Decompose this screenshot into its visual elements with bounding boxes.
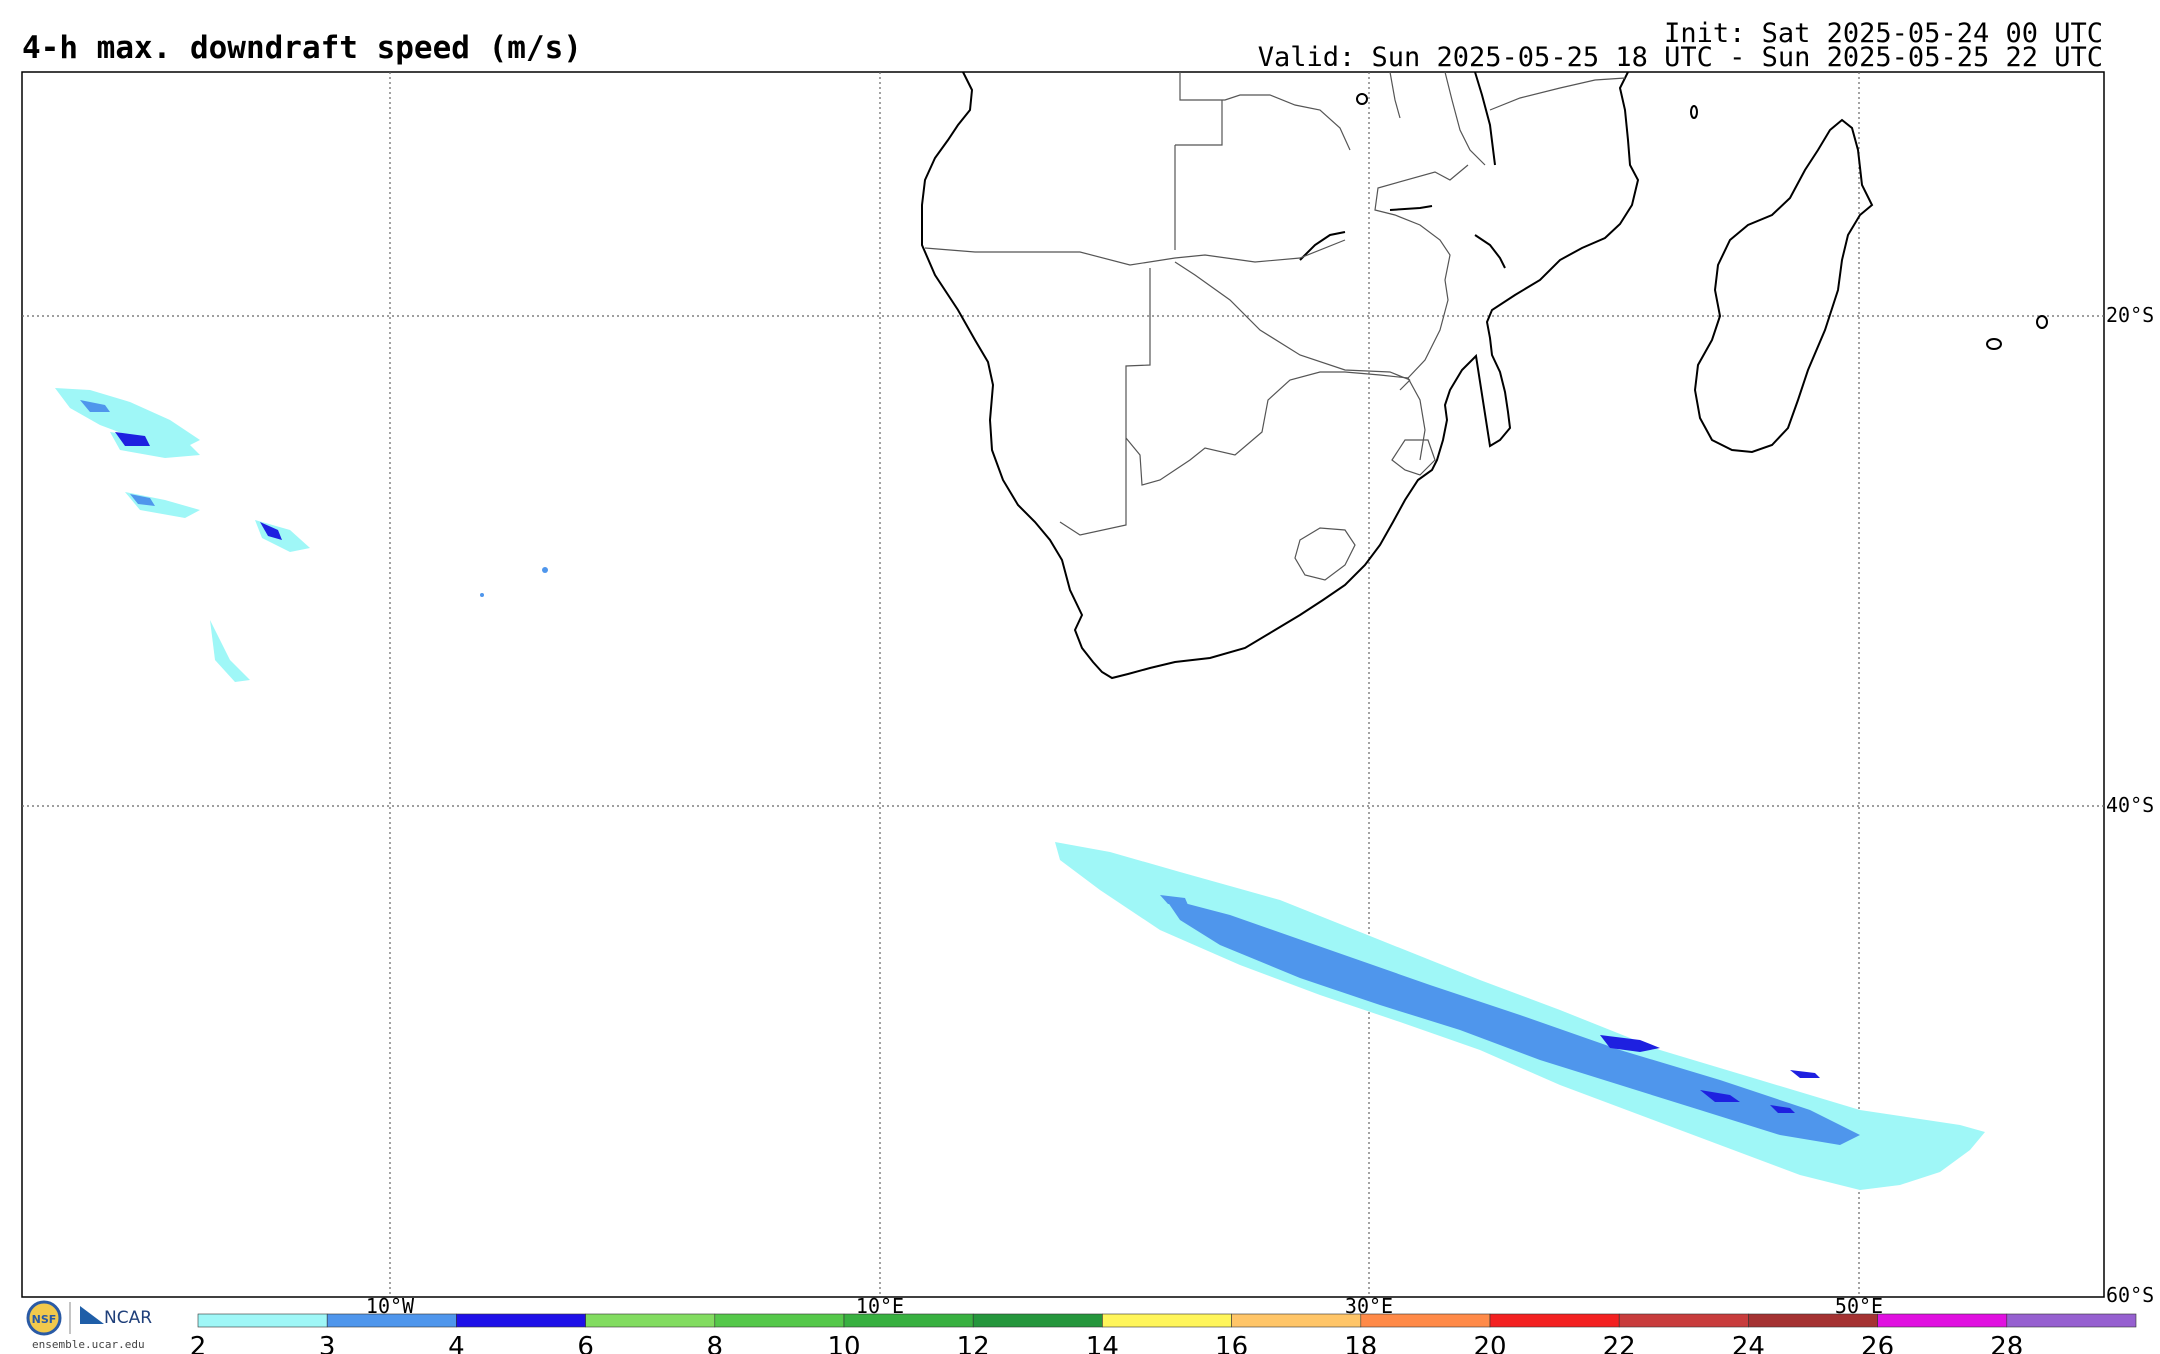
border-tanzania bbox=[1389, 71, 1401, 119]
lake-bangweulu bbox=[1389, 205, 1433, 211]
border-drc-south bbox=[1179, 72, 1351, 151]
colorbar-label: 28 bbox=[1990, 1332, 2023, 1354]
border-mozambique-south bbox=[1344, 371, 1426, 461]
map-title: 4-h max. downdraft speed (m/s) bbox=[22, 30, 582, 66]
border-lesotho bbox=[1294, 527, 1356, 581]
site-url: ensemble.ucar.edu bbox=[32, 1338, 145, 1351]
reunion-island bbox=[2036, 315, 2048, 329]
border-angola-south bbox=[924, 239, 1346, 266]
border-zimbabwe bbox=[1374, 164, 1469, 379]
colorbar-label: 12 bbox=[957, 1332, 990, 1354]
colorbar-label: 6 bbox=[577, 1332, 594, 1354]
colorbar-swatch bbox=[456, 1313, 586, 1328]
border-tanzania-mozambique bbox=[1489, 77, 1626, 111]
colorbar-label: 16 bbox=[1215, 1332, 1248, 1354]
coastlines bbox=[921, 71, 2048, 680]
downdraft-field-atlantic bbox=[55, 388, 548, 682]
border-malawi bbox=[1444, 71, 1486, 166]
colorbar-swatch bbox=[843, 1313, 974, 1328]
nsf-logo-text: NSF bbox=[32, 1313, 57, 1326]
lat-label-20s: 20°S bbox=[2106, 303, 2154, 327]
zambezi-delta bbox=[1474, 234, 1506, 269]
colorbar-label: 18 bbox=[1344, 1332, 1377, 1354]
colorbar-swatch bbox=[197, 1313, 328, 1328]
logo-block: NSF NCAR ensemble.ucar.edu bbox=[26, 1300, 152, 1351]
colorbar-label: 3 bbox=[319, 1332, 336, 1354]
colorbar-label: 14 bbox=[1086, 1332, 1119, 1354]
border-botswana-north bbox=[1174, 261, 1411, 381]
graticule bbox=[22, 72, 2104, 1297]
lake-malawi bbox=[1474, 71, 1496, 166]
colorbar-label: 2 bbox=[190, 1332, 207, 1354]
nsf-logo-icon bbox=[26, 1300, 62, 1336]
border-eswatini-shape bbox=[1391, 439, 1436, 476]
colorbar-swatch bbox=[585, 1313, 716, 1328]
lake-island bbox=[1356, 93, 1368, 105]
init-time: Init: Sat 2025-05-24 00 UTC bbox=[1664, 18, 2103, 49]
lat-label-40s: 40°S bbox=[2106, 793, 2154, 817]
lake-kariba bbox=[1299, 231, 1346, 261]
colorbar-swatch bbox=[1102, 1313, 1232, 1328]
colorbar-swatch bbox=[1618, 1313, 1749, 1328]
valid-time: Valid: Sun 2025-05-25 18 UTC - Sun 2025-… bbox=[1257, 42, 2103, 73]
colorbar-swatch bbox=[1748, 1313, 1878, 1328]
colorbar-swatch bbox=[2006, 1313, 2137, 1328]
colorbar-swatch bbox=[714, 1313, 845, 1328]
border-south-africa-north bbox=[1125, 371, 1345, 486]
colorbar-swatch bbox=[972, 1313, 1103, 1328]
madagascar-coastline bbox=[1693, 118, 1874, 454]
colorbar-label: 26 bbox=[1861, 1332, 1894, 1354]
colorbar-label: 8 bbox=[707, 1332, 724, 1354]
border-eswatini bbox=[1399, 379, 1411, 391]
colorbar-swatch bbox=[1877, 1313, 2008, 1328]
colorbar-label: 10 bbox=[827, 1332, 860, 1354]
downdraft-field-southern-ocean bbox=[1055, 842, 1985, 1190]
border-namibia-east bbox=[1059, 268, 1151, 536]
colorbar-swatch bbox=[1231, 1313, 1362, 1328]
colorbar-label: 24 bbox=[1732, 1332, 1765, 1354]
colorbar-swatch bbox=[1360, 1313, 1491, 1328]
colorbar: 2 3 4 6 8 10 12 14 16 18 20 22 24 26 28 bbox=[190, 1313, 2137, 1354]
ncar-logo-text: NCAR bbox=[104, 1308, 152, 1328]
country-borders bbox=[924, 71, 1626, 581]
border-zambia-west bbox=[1175, 100, 1223, 146]
comoros-island bbox=[1690, 105, 1698, 119]
colorbar-label: 20 bbox=[1473, 1332, 1506, 1354]
colorbar-label: 22 bbox=[1603, 1332, 1636, 1354]
colorbar-swatch bbox=[1489, 1313, 1620, 1328]
africa-coastline bbox=[921, 71, 1640, 680]
lat-label-60s: 60°S bbox=[2106, 1283, 2154, 1307]
ncar-logo-icon bbox=[80, 1306, 104, 1324]
colorbar-swatch bbox=[326, 1313, 457, 1328]
mauritius-island bbox=[1986, 338, 2002, 350]
colorbar-label: 4 bbox=[448, 1332, 465, 1354]
